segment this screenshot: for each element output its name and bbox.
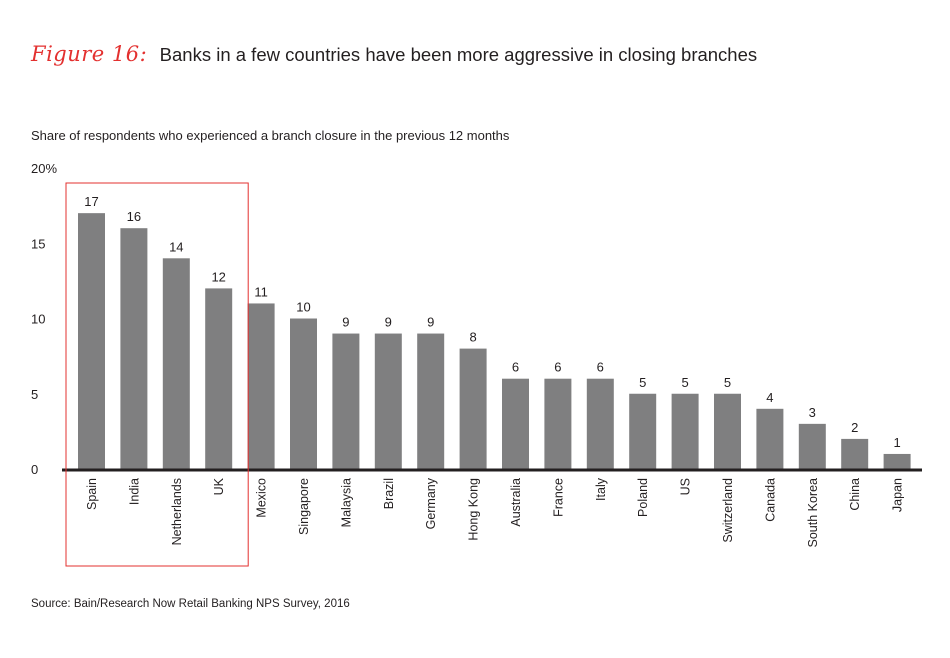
category-label: Australia bbox=[509, 478, 523, 527]
data-label: 6 bbox=[597, 360, 604, 375]
data-label: 3 bbox=[809, 405, 816, 420]
y-tick-label: 0 bbox=[31, 462, 38, 477]
category-label: UK bbox=[212, 477, 226, 495]
category-label: South Korea bbox=[806, 478, 820, 548]
bar-mexico bbox=[247, 303, 275, 469]
category-label: Malaysia bbox=[339, 478, 353, 527]
category-label: France bbox=[551, 478, 565, 517]
bar-switzerland bbox=[714, 393, 741, 469]
data-label: 8 bbox=[469, 330, 476, 345]
bar-uk bbox=[205, 288, 233, 469]
category-label: Mexico bbox=[255, 478, 269, 518]
bar-hong-kong bbox=[459, 348, 487, 469]
figure-title: Banks in a few countries have been more … bbox=[159, 44, 758, 65]
bar-india bbox=[120, 228, 148, 469]
category-label: Italy bbox=[594, 477, 608, 501]
bar-italy bbox=[586, 378, 614, 469]
category-label: Canada bbox=[763, 478, 777, 522]
data-label: 5 bbox=[681, 375, 688, 390]
data-label: 17 bbox=[84, 194, 98, 209]
bar-australia bbox=[502, 378, 529, 469]
data-label: 1 bbox=[893, 435, 900, 450]
category-label: Singapore bbox=[297, 478, 311, 535]
data-label: 9 bbox=[427, 315, 434, 330]
data-label: 5 bbox=[724, 375, 731, 390]
y-tick-label: 15 bbox=[31, 236, 45, 251]
category-label: China bbox=[848, 478, 862, 511]
bar-china bbox=[841, 438, 869, 469]
bar-spain bbox=[78, 213, 105, 469]
data-label: 11 bbox=[254, 284, 268, 299]
data-label: 14 bbox=[169, 239, 183, 254]
bar-us bbox=[671, 393, 699, 469]
category-label: Hong Kong bbox=[467, 478, 481, 541]
bar-singapore bbox=[290, 318, 317, 469]
category-label: Spain bbox=[85, 478, 99, 510]
y-tick-label: 20% bbox=[31, 161, 57, 176]
category-label: Japan bbox=[891, 478, 905, 512]
data-label: 16 bbox=[127, 209, 141, 224]
data-label: 12 bbox=[211, 269, 225, 284]
category-label: India bbox=[127, 478, 141, 505]
figure-label: Figure 16: bbox=[31, 42, 148, 66]
y-tick-label: 10 bbox=[31, 312, 45, 327]
bar-malaysia bbox=[332, 333, 360, 469]
data-label: 2 bbox=[851, 420, 858, 435]
data-label: 6 bbox=[554, 360, 561, 375]
bar-brazil bbox=[374, 333, 402, 469]
category-label: Netherlands bbox=[170, 478, 184, 545]
data-label: 9 bbox=[385, 315, 392, 330]
data-label: 6 bbox=[512, 360, 519, 375]
figure-heading: Figure 16: Banks in a few countries have… bbox=[31, 42, 757, 66]
bar-poland bbox=[629, 393, 657, 469]
category-label: Germany bbox=[424, 477, 438, 529]
bar-canada bbox=[756, 408, 784, 469]
data-label: 4 bbox=[766, 390, 773, 405]
bar-france bbox=[544, 378, 572, 469]
category-label: Poland bbox=[636, 478, 650, 517]
category-label: Switzerland bbox=[721, 478, 735, 543]
bar-germany bbox=[417, 333, 445, 469]
bar-netherlands bbox=[162, 258, 190, 469]
highlight-box bbox=[65, 182, 249, 567]
category-label: Brazil bbox=[382, 478, 396, 509]
data-label: 5 bbox=[639, 375, 646, 390]
bar-south-korea bbox=[798, 423, 826, 469]
y-tick-label: 5 bbox=[31, 387, 38, 402]
data-label: 10 bbox=[296, 300, 310, 315]
category-label: US bbox=[679, 478, 693, 495]
data-label: 9 bbox=[342, 315, 349, 330]
chart-subtitle: Share of respondents who experienced a b… bbox=[31, 128, 510, 143]
source-note: Source: Bain/Research Now Retail Banking… bbox=[31, 598, 350, 610]
bar-japan bbox=[883, 453, 911, 469]
